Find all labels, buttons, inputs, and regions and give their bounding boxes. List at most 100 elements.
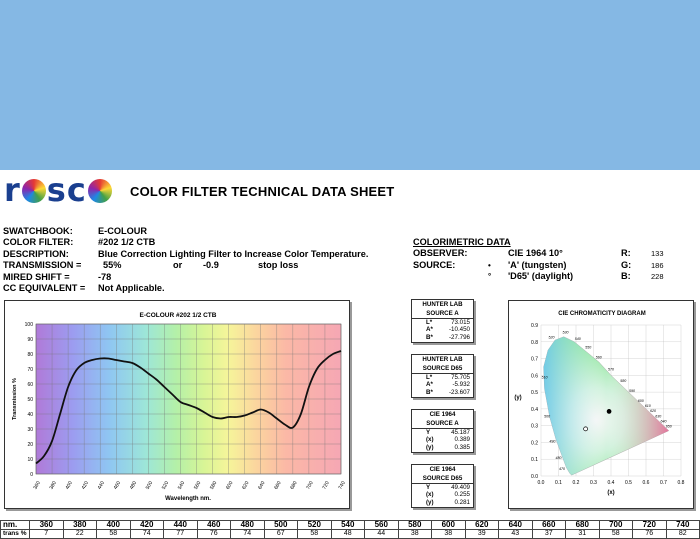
source-d65-point xyxy=(583,426,588,432)
cie-y-tick: 0.5 xyxy=(531,390,538,396)
y-tick-label: 90 xyxy=(27,337,33,343)
y-tick-label: 100 xyxy=(25,322,34,328)
transmission-value: 55% xyxy=(103,260,122,271)
cie-y-tick: 0.6 xyxy=(531,373,538,379)
trans-cell: 77 xyxy=(163,529,198,539)
cie-x-tick: 0.5 xyxy=(625,480,632,486)
r-value: 133 xyxy=(651,249,664,259)
r-label: R: xyxy=(621,248,631,259)
locus-label: 560 xyxy=(596,356,602,360)
cie-points xyxy=(583,409,612,432)
locus-label: 600 xyxy=(638,399,644,403)
cie-d65-title2: SOURCE D65 xyxy=(422,474,463,482)
hunter-a-title1: HUNTER LAB xyxy=(422,301,463,308)
nm-cell: 580 xyxy=(397,520,432,530)
open-dot-icon: ° xyxy=(488,272,492,282)
transmission-table: nm. 360 380 400 420 440 460 480 500 520 540 560 580… xyxy=(0,520,700,539)
locus-label: 580 xyxy=(620,379,626,383)
x-tick-label: 480 xyxy=(129,480,138,490)
grid xyxy=(35,323,342,475)
x-tick-labels: 360 380 400 420 440 460 480 500 520 540 560 580 600 6… xyxy=(32,480,346,490)
x-tick-label: 520 xyxy=(161,480,170,490)
locus-label: 610 xyxy=(645,404,651,408)
x-tick-label: 560 xyxy=(193,480,202,490)
swatchbook-label: SWATCHBOOK: xyxy=(3,226,73,236)
stop-value: -0.9 xyxy=(203,260,219,271)
nm-cell: 400 xyxy=(96,520,131,530)
observer-value: CIE 1964 10° xyxy=(508,248,563,259)
trans-cell: 48 xyxy=(330,529,365,539)
trans-cell: 7 xyxy=(29,529,64,539)
x-tick-label: 460 xyxy=(113,480,122,490)
y-tick-label: 80 xyxy=(27,352,33,358)
nm-cell: 600 xyxy=(431,520,466,530)
cie-a-x: 0.389 xyxy=(454,436,470,444)
y-tick-label: 10 xyxy=(27,457,33,463)
x-tick-label: 600 xyxy=(225,480,234,490)
cie-d65-y: 0.281 xyxy=(454,499,470,507)
nm-cell: 520 xyxy=(297,520,332,530)
stop-loss-text: stop loss xyxy=(258,260,299,271)
trans-cell: 82 xyxy=(665,529,700,539)
trans-cell: 74 xyxy=(230,529,265,539)
x-tick-label: 640 xyxy=(257,480,266,490)
colorimetric-data: COLORIMETRIC DATA OBSERVER: CIE 1964 10° R… xyxy=(413,237,698,283)
or-text: or xyxy=(173,260,183,271)
y-tick-label: 0 xyxy=(30,472,33,478)
trans-cell: 58 xyxy=(598,529,633,539)
x-tick-label: 700 xyxy=(305,480,314,490)
hunter-d65-title1: HUNTER LAB xyxy=(422,356,463,363)
nm-cell: 540 xyxy=(330,520,365,530)
locus-label: 540 xyxy=(575,337,581,341)
x-tick-label: 420 xyxy=(81,480,90,490)
cie-y-tick: 0.4 xyxy=(531,407,538,413)
trans-cell: 76 xyxy=(632,529,667,539)
color-filter-value: #202 1/2 CTB xyxy=(98,237,156,248)
locus-label: 550 xyxy=(585,345,591,349)
trans-cell: 44 xyxy=(364,529,399,539)
hunter-d65-b: -23.607 xyxy=(449,389,470,397)
nm-cell: 640 xyxy=(498,520,533,530)
nm-cell: 480 xyxy=(230,520,265,530)
hunter-a-l: 73.015 xyxy=(451,319,470,327)
locus-labels: 470 480 490 500 510 520 530 540 550 560 570 580 590 6… xyxy=(542,330,672,471)
trans-label: trans % xyxy=(0,529,30,539)
nm-cell: 420 xyxy=(129,520,164,530)
cie-a-title1: CIE 1964 xyxy=(429,411,456,418)
y-tick-label: 20 xyxy=(27,442,33,448)
trans-cell: 31 xyxy=(565,529,600,539)
nm-cell: 660 xyxy=(531,520,566,530)
x-axis-label: Wavelength nm. xyxy=(165,496,211,502)
cie-x-tick: 0.1 xyxy=(555,480,562,486)
transmission-chart: E-COLOUR #202 1/2 CTB 0 10 20 30 40 50 60 70 80 9… xyxy=(12,312,347,502)
locus-label: 470 xyxy=(559,467,565,471)
hunter-a-title2: SOURCE A xyxy=(426,309,459,317)
hunter-a-a: -10.450 xyxy=(449,326,470,334)
header: r sc COLOR FILTER TECHNICAL DATA SHEET xyxy=(0,170,700,210)
trans-cell: 76 xyxy=(196,529,231,539)
cie-title: CIE CHROMATICITY DIAGRAM xyxy=(558,311,645,317)
cie-y-tick: 0.1 xyxy=(531,457,538,463)
nm-cell: 720 xyxy=(632,520,667,530)
x-tick-label: 620 xyxy=(241,480,250,490)
y-tick-label: 70 xyxy=(27,367,33,373)
cie-x-tick: 0.2 xyxy=(573,480,580,486)
source-a-point xyxy=(606,409,612,414)
g-value: 186 xyxy=(651,260,664,270)
locus-label: 500 xyxy=(544,414,550,418)
trans-cell: 38 xyxy=(431,529,466,539)
nm-cell: 680 xyxy=(565,520,600,530)
cie-d65-Y: 49.409 xyxy=(451,484,470,492)
nm-cell: 380 xyxy=(62,520,97,530)
source-label: SOURCE: xyxy=(413,259,456,270)
x-tick-label: 580 xyxy=(209,480,218,490)
x-tick-label: 740 xyxy=(337,480,346,490)
trans-cell: 43 xyxy=(498,529,533,539)
y-tick-label: 50 xyxy=(27,397,33,403)
mired-value: -78 xyxy=(98,271,112,282)
x-tick-label: 360 xyxy=(32,480,41,490)
y-tick-label: 60 xyxy=(27,382,33,388)
logo-o-icon xyxy=(87,179,112,203)
trans-cell: 58 xyxy=(297,529,332,539)
description-value: Blue Correction Lighting Filter to Incre… xyxy=(98,248,369,259)
